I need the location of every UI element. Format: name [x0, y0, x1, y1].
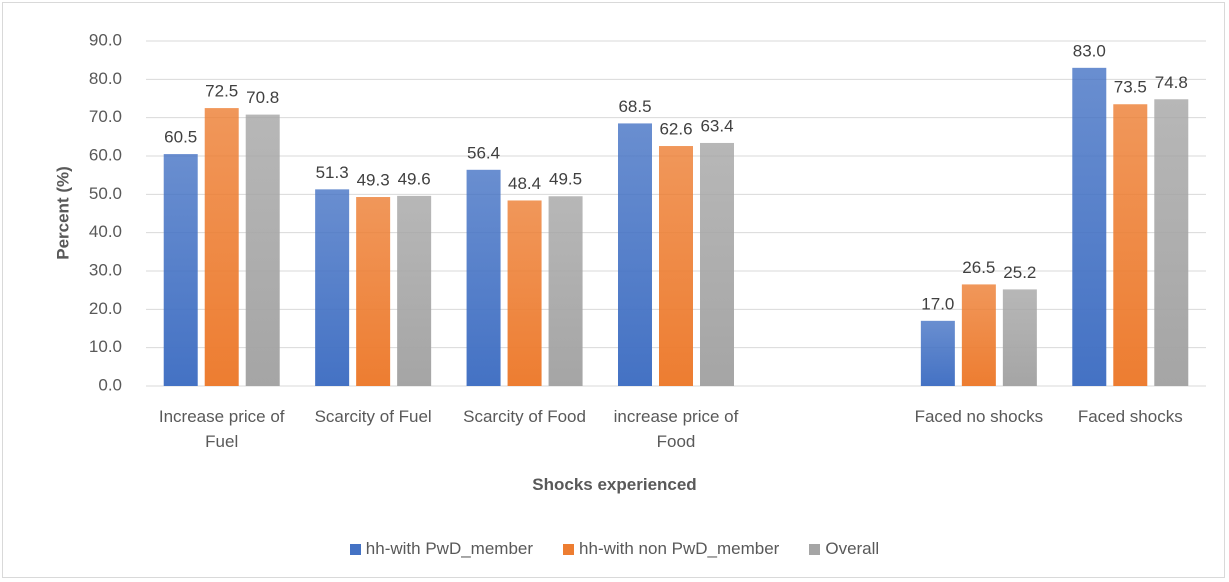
- x-tick-label: Faced shocks: [1077, 407, 1183, 426]
- bar: [700, 142, 734, 386]
- y-tick-label: 80.0: [89, 69, 122, 88]
- legend: hh-with PwD_member hh-with non PwD_member…: [0, 539, 1229, 559]
- y-tick-label: 50.0: [89, 184, 122, 203]
- legend-item: hh-with PwD_member: [349, 539, 534, 559]
- bar: [548, 196, 583, 386]
- legend-item: hh-with non PwD_member: [563, 539, 779, 559]
- y-tick-label: 70.0: [89, 107, 122, 126]
- data-label: 49.6: [398, 169, 431, 188]
- y-tick-label: 20.0: [89, 299, 122, 318]
- x-tick-label: Scarcity of Food: [463, 407, 586, 426]
- bar: [961, 284, 996, 386]
- legend-swatch: [349, 543, 361, 555]
- bar: [507, 200, 542, 386]
- x-tick-label: Faced no shocks: [914, 407, 1044, 426]
- y-tick-label: 90.0: [89, 30, 122, 49]
- bar: [397, 195, 432, 386]
- bar: [356, 197, 391, 386]
- bar: [1002, 289, 1037, 386]
- bar: [163, 154, 198, 386]
- data-label: 25.2: [1003, 263, 1036, 282]
- x-axis-title: Shocks experienced: [532, 475, 697, 494]
- data-label: 73.5: [1114, 78, 1147, 97]
- data-label: 63.4: [700, 116, 733, 135]
- legend-item: Overall: [809, 539, 879, 559]
- data-label: 68.5: [618, 97, 651, 116]
- data-label: 62.6: [659, 120, 692, 139]
- y-axis-title: Percent (%): [53, 166, 72, 260]
- y-tick-label: 10.0: [89, 337, 122, 356]
- bar: [466, 169, 501, 386]
- y-tick-label: 60.0: [89, 145, 122, 164]
- y-tick-label: 0.0: [98, 375, 122, 394]
- data-label: 60.5: [164, 128, 197, 147]
- data-label: 49.3: [357, 171, 390, 190]
- x-tick-label: increase price of Food: [613, 407, 739, 451]
- data-label: 49.5: [549, 170, 582, 189]
- legend-label: Overall: [825, 539, 880, 558]
- legend-label: hh-with non PwD_member: [579, 539, 780, 558]
- y-tick-label: 40.0: [89, 222, 122, 241]
- bar: [315, 189, 350, 386]
- legend-swatch: [563, 543, 575, 555]
- data-label: 70.8: [246, 88, 279, 107]
- legend-swatch: [809, 543, 821, 555]
- legend-label: hh-with PwD_member: [365, 539, 534, 558]
- bar: [245, 114, 280, 386]
- bar: [618, 123, 652, 387]
- x-tick-label: Scarcity of Fuel: [314, 407, 432, 426]
- data-label: 56.4: [467, 143, 500, 162]
- data-label: 83.0: [1073, 41, 1106, 60]
- data-label: 17.0: [921, 294, 954, 313]
- data-label: 74.8: [1155, 73, 1188, 92]
- bar: [920, 320, 955, 386]
- data-label: 26.5: [962, 258, 995, 277]
- data-label: 51.3: [316, 163, 349, 182]
- bar: [1113, 104, 1148, 386]
- bar: [659, 146, 693, 386]
- data-label: 48.4: [508, 174, 541, 193]
- data-label: 72.5: [205, 82, 238, 101]
- y-tick-label: 30.0: [89, 260, 122, 279]
- bar: [204, 108, 239, 386]
- bar: [1072, 67, 1107, 386]
- x-tick-label: Increase price of Fuel: [158, 407, 285, 451]
- bar: [1154, 99, 1189, 387]
